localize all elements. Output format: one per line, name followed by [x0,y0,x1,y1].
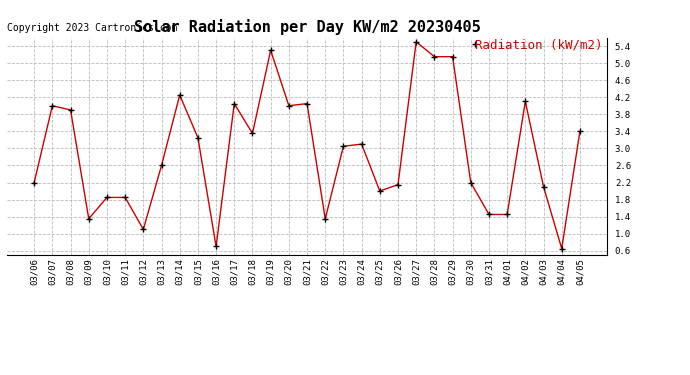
Radiation (kW/m2) [48,104,57,108]
Radiation (kW/m2) [157,163,166,168]
Radiation (kW/m2) [103,195,111,200]
Radiation (kW/m2) [212,244,220,249]
Radiation (kW/m2) [266,48,275,52]
Radiation (kW/m2) [521,99,529,104]
Radiation (kW/m2) [66,108,75,112]
Radiation (kW/m2) [575,129,584,134]
Radiation (kW/m2) [448,54,457,59]
Radiation (kW/m2) [540,184,548,189]
Radiation (kW/m2) [375,189,384,193]
Radiation (kW/m2) [303,101,311,106]
Radiation (kW/m2) [175,93,184,98]
Line: Radiation (kW/m2): Radiation (kW/m2) [32,39,582,251]
Radiation (kW/m2) [357,142,366,146]
Radiation (kW/m2) [85,216,93,221]
Radiation (kW/m2) [194,135,202,140]
Radiation (kW/m2) [431,54,439,59]
Radiation (kW/m2) [285,104,293,108]
Radiation (kW/m2) [248,131,257,136]
Title: Solar Radiation per Day KW/m2 20230405: Solar Radiation per Day KW/m2 20230405 [134,19,480,35]
Radiation (kW/m2) [339,144,348,148]
Radiation (kW/m2) [121,195,129,200]
Radiation (kW/m2) [412,39,420,44]
Radiation (kW/m2) [394,182,402,187]
Radiation (kW/m2) [230,101,239,106]
Radiation (kW/m2) [321,216,329,221]
Radiation (kW/m2) [466,180,475,185]
Radiation (kW/m2) [30,180,39,185]
Text: Copyright 2023 Cartronics.com: Copyright 2023 Cartronics.com [7,23,177,33]
Radiation (kW/m2) [558,246,566,251]
Radiation (kW/m2) [485,212,493,217]
Radiation (kW/m2) [139,227,148,232]
Radiation (kW/m2) [503,212,511,217]
Legend: Radiation (kW/m2): Radiation (kW/m2) [470,33,607,56]
